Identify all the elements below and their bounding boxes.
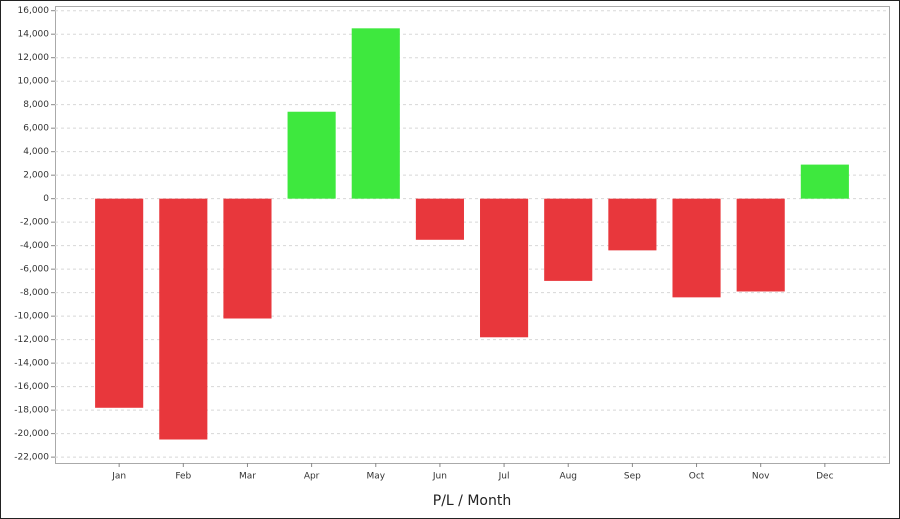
y-tick-label: 8,000 — [23, 100, 49, 110]
y-tick-label: -2,000 — [20, 218, 49, 228]
y-tick-label: -6,000 — [20, 265, 49, 275]
bar — [415, 198, 464, 240]
x-tick-label: Jan — [111, 472, 126, 482]
x-tick-label: Jul — [498, 472, 510, 482]
bar — [95, 198, 144, 408]
bar — [736, 198, 785, 292]
y-tick-label: -10,000 — [14, 312, 49, 322]
bar — [544, 198, 593, 281]
bar — [223, 198, 272, 319]
x-tick-label: Aug — [559, 472, 577, 482]
x-tick-label: May — [366, 472, 385, 482]
x-tick-label: Dec — [816, 472, 833, 482]
y-tick-label: -12,000 — [14, 335, 49, 345]
y-tick-label: -18,000 — [14, 406, 49, 416]
x-tick-label: Nov — [752, 472, 770, 482]
y-tick-label: -8,000 — [20, 288, 49, 298]
y-tick-label: -16,000 — [14, 382, 49, 392]
y-tick-label: 2,000 — [23, 171, 49, 181]
bar — [800, 164, 849, 199]
bar — [351, 28, 400, 199]
y-tick-label: 16,000 — [18, 6, 50, 16]
x-tick-label: Oct — [689, 472, 705, 482]
x-tick-label: Sep — [624, 472, 641, 482]
y-tick-label: -4,000 — [20, 241, 49, 251]
y-tick-label: 0 — [43, 194, 49, 204]
bar — [608, 198, 657, 251]
x-tick-label: Feb — [175, 472, 191, 482]
x-tick-label: Mar — [239, 472, 256, 482]
y-tick-label: 12,000 — [18, 53, 50, 63]
y-tick-label: 6,000 — [23, 124, 49, 134]
bar — [480, 198, 529, 338]
y-tick-label: 14,000 — [18, 30, 50, 40]
chart-title: P/L / Month — [433, 493, 511, 509]
bar — [159, 198, 208, 440]
x-tick-label: Jun — [432, 472, 447, 482]
bar — [672, 198, 721, 298]
x-tick-label: Apr — [304, 472, 320, 482]
y-tick-label: -20,000 — [14, 429, 49, 439]
y-tick-label: -14,000 — [14, 359, 49, 369]
y-tick-label: 4,000 — [23, 147, 49, 157]
y-tick-label: -22,000 — [14, 453, 49, 463]
bar — [287, 111, 336, 199]
y-tick-label: 10,000 — [18, 77, 50, 87]
